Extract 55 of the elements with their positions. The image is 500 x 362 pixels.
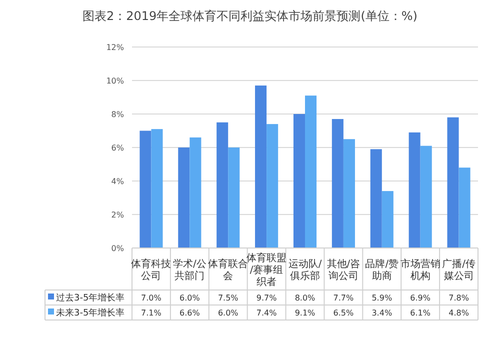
bar [178, 148, 190, 248]
bar [343, 139, 355, 248]
data-label: 7.4% [256, 308, 278, 318]
y-tick-label: 2% [111, 210, 124, 220]
data-label: 7.7% [333, 294, 354, 302]
data-label: 7.0% [141, 294, 162, 302]
data-label: 6.9% [410, 294, 431, 302]
y-tick-label: 10% [106, 76, 124, 86]
bar [190, 137, 202, 248]
x-tick-label: 广播/传媒公司 [442, 258, 476, 282]
bar [447, 117, 459, 248]
x-tick-label: 学术/公共部门 [172, 258, 206, 282]
x-tick-label: 体育联盟/赛事组织者 [246, 252, 287, 288]
y-tick-label: 8% [111, 110, 124, 119]
bar [332, 119, 344, 248]
data-label: 7.8% [448, 294, 470, 302]
bar [382, 191, 394, 248]
data-label: 3.4% [372, 308, 392, 318]
bar [420, 146, 432, 248]
data-label: 8.0% [294, 294, 316, 302]
bar [266, 124, 278, 248]
bar [305, 96, 317, 248]
bar [140, 130, 152, 248]
x-tick-label: 品牌/赞助商 [365, 258, 399, 282]
data-label: 7.1% [141, 308, 162, 318]
bar [370, 149, 382, 248]
data-label: 6.1% [410, 308, 431, 318]
x-tick-label: 运动队/俱乐部 [288, 258, 322, 282]
data-label: 5.9% [372, 294, 392, 302]
y-tick-label: 0% [111, 244, 124, 253]
bar [228, 148, 240, 248]
bar [408, 132, 420, 248]
x-tick-label: 体育联合会 [208, 258, 248, 282]
x-tick-label: 体育科技公司 [131, 258, 172, 282]
chart-title: 图表2：2019年全球体育不同利益实体市场前景预测(单位：%) [82, 9, 418, 23]
data-label: 4.8% [448, 308, 470, 318]
bar [255, 86, 267, 248]
bar [216, 122, 228, 248]
x-tick-label: 其他/咨询公司 [326, 258, 360, 282]
data-label: 6.6% [180, 308, 200, 318]
data-label: 9.1% [294, 308, 316, 318]
legend-label: 未来3-5年增长率 [56, 308, 125, 318]
x-tick-label: 市场营销机构 [400, 258, 440, 282]
y-tick-label: 4% [111, 177, 124, 186]
y-tick-label: 12% [106, 43, 124, 52]
bar [151, 129, 163, 248]
data-label: 9.7% [256, 294, 278, 302]
bar [293, 114, 305, 248]
data-label: 6.0% [218, 308, 239, 318]
data-label: 6.5% [333, 308, 354, 318]
legend-label: 过去3-5年增长率 [56, 292, 125, 304]
bar [458, 168, 470, 248]
data-label: 6.0% [180, 294, 200, 302]
y-tick-label: 6% [111, 144, 124, 152]
data-label: 7.5% [218, 294, 239, 302]
